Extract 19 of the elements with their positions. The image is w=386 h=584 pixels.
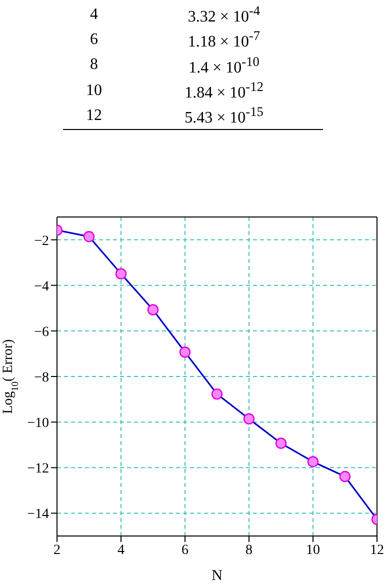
y-tick-label: −4 [34,279,49,294]
text: 4 3.32 × 10$^{-4}$ [90,3,260,26]
text: 10 1.84 × 10$^{-12}$ [86,78,264,102]
x-tick-label: 4 [118,542,124,558]
text: 6 1.18 × 10$^{-7}$ [90,28,260,51]
x-tick-label: 12 [370,542,384,558]
x-tick-label: 2 [54,542,60,558]
y-tick-label: −14 [27,507,49,522]
y-tick-label: −12 [27,462,49,477]
y-tick-label: −6 [34,324,49,340]
y-tick-label: −10 [27,416,49,432]
x-axis-title: N [212,568,223,584]
x-tick-label: 10 [306,542,320,558]
text: 8 1.4 × 10$^{-10}$ [90,54,260,76]
y-tick-label: −2 [34,234,49,249]
text: 12 5.43 × 10$^{-15}$ [86,104,264,127]
y-tick-label: −8 [34,370,49,386]
x-tick-label: 8 [246,542,252,558]
x-tick-label: 6 [182,542,188,558]
